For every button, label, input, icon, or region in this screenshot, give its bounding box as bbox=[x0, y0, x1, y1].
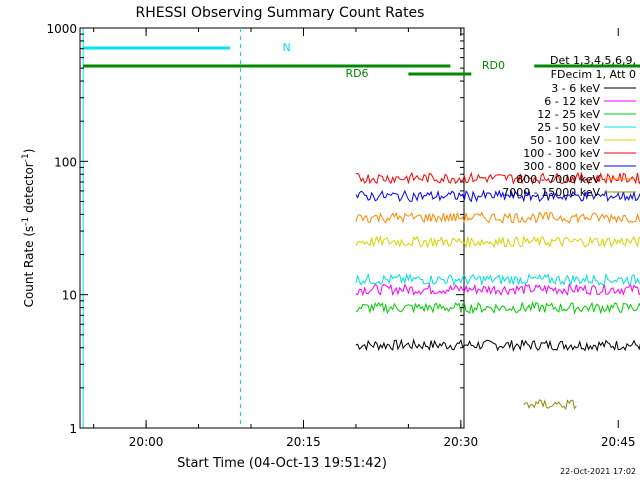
x-axis-label: Start Time (04-Oct-13 19:51:42) bbox=[177, 456, 387, 471]
legend-header-line2: FDecim 1, Att 0 bbox=[551, 68, 636, 81]
legend-label: 100 - 300 keV bbox=[523, 147, 600, 160]
annotation-label-rd6: RD6 bbox=[345, 67, 368, 80]
series-line bbox=[355, 234, 640, 249]
legend-label: 12 - 25 keV bbox=[537, 108, 600, 121]
series-line bbox=[523, 399, 577, 411]
axes: 110100100020:0020:1520:3020:4521:0021:15… bbox=[46, 22, 636, 449]
legend-header-line1: Det 1,3,4,5,6,9, bbox=[550, 54, 636, 67]
series-line bbox=[355, 300, 640, 315]
y-tick-label: 100 bbox=[54, 155, 77, 169]
legend: Det 1,3,4,5,6,9, FDecim 1, Att 0 3 - 6 k… bbox=[502, 54, 636, 199]
x-tick-label: 20:45 bbox=[601, 435, 636, 449]
legend-label: 50 - 100 keV bbox=[530, 134, 600, 147]
y-tick-label: 10 bbox=[62, 289, 77, 303]
chart-title: RHESSI Observing Summary Count Rates bbox=[136, 5, 425, 21]
series-line bbox=[355, 211, 640, 224]
legend-label: 300 - 800 keV bbox=[523, 160, 600, 173]
x-tick-label: 20:00 bbox=[129, 435, 164, 449]
annotation-label-n: N bbox=[282, 41, 290, 54]
footer-date: 22-Oct-2021 17:02 bbox=[560, 467, 636, 476]
legend-label: 3 - 6 keV bbox=[551, 82, 600, 95]
legend-label: 25 - 50 keV bbox=[537, 121, 600, 134]
time-markers bbox=[82, 28, 242, 428]
annotation-label-rd0: RD0 bbox=[482, 59, 505, 72]
series-line bbox=[355, 282, 640, 297]
y-tick-label: 1 bbox=[69, 422, 77, 436]
series-line bbox=[355, 171, 640, 185]
series-lines bbox=[355, 171, 640, 411]
legend-label: 6 - 12 keV bbox=[544, 95, 600, 108]
plot-frame bbox=[79, 27, 465, 429]
x-tick-label: 20:15 bbox=[286, 435, 321, 449]
series-line bbox=[355, 338, 640, 353]
annotation-bars: NSFRD0RD6 bbox=[83, 41, 640, 80]
y-axis-label: Count Rate (s-1 detector-1) bbox=[21, 149, 36, 308]
series-line bbox=[355, 189, 640, 203]
x-tick-label: 20:30 bbox=[444, 435, 479, 449]
legend-label: 800 - 7000 keV bbox=[516, 173, 600, 186]
series-line bbox=[355, 272, 640, 287]
legend-label: 7000 - 15000 keV bbox=[502, 186, 600, 199]
y-tick-label: 1000 bbox=[46, 22, 77, 36]
